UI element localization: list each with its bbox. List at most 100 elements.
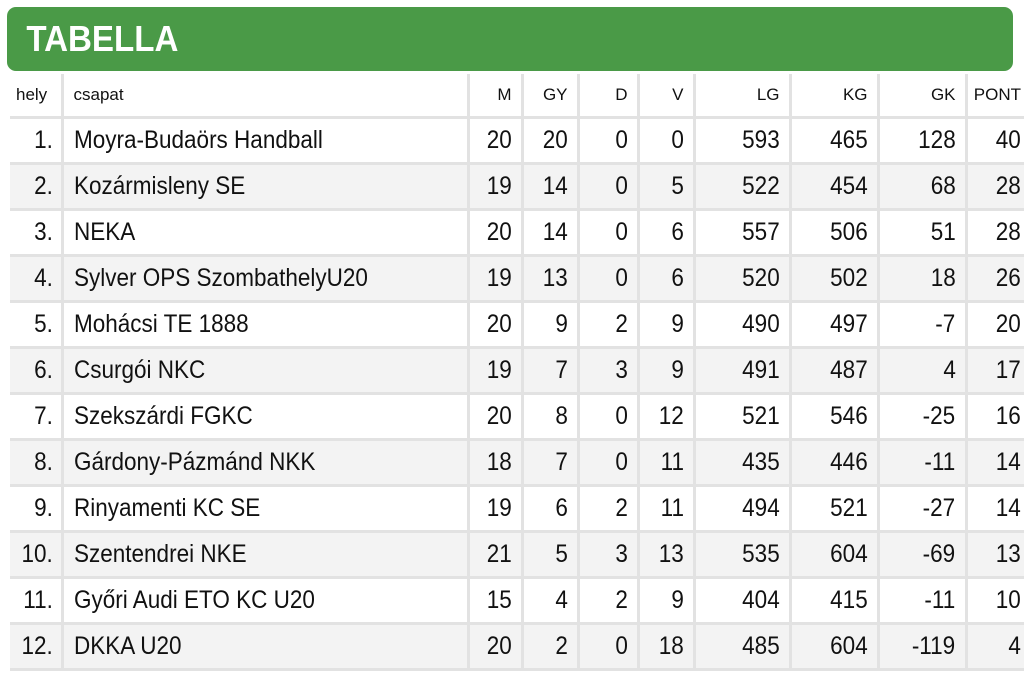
cell-goal-difference: -69 xyxy=(878,531,968,579)
losses-text: 13 xyxy=(658,540,684,568)
cell-goals-for: 535 xyxy=(694,531,792,579)
team-name-text: Győri Audi ETO KC U20 xyxy=(73,586,315,614)
matches-text: 20 xyxy=(486,126,512,154)
position-text: 6. xyxy=(33,356,53,384)
losses-text: 11 xyxy=(660,448,684,476)
cell-losses: 12 xyxy=(638,393,696,441)
draws-text: 0 xyxy=(614,448,628,476)
cell-wins: 5 xyxy=(522,531,580,579)
cell-goal-difference: 4 xyxy=(878,347,968,395)
matches-text: 21 xyxy=(486,540,512,568)
goals-for-text: 490 xyxy=(741,310,780,338)
team-name-text: Szentendrei NKE xyxy=(73,540,247,568)
cell-wins: 14 xyxy=(522,209,580,257)
cell-draws: 0 xyxy=(578,117,640,165)
cell-wins: 7 xyxy=(522,347,580,395)
table-row: 2. Kozármisleny SE 19 14 0 5 522 454 68 28 xyxy=(10,163,1024,211)
goal-difference-text: -27 xyxy=(922,494,956,522)
goals-against-text: 497 xyxy=(829,310,868,338)
cell-matches: 18 xyxy=(468,439,524,487)
goals-against-text: 446 xyxy=(829,448,868,476)
team-name-text: DKKA U20 xyxy=(73,632,182,660)
cell-position: 8. xyxy=(10,439,64,487)
cell-goals-against: 454 xyxy=(790,163,880,211)
cell-goals-for: 522 xyxy=(694,163,792,211)
cell-position: 3. xyxy=(10,209,64,257)
cell-goals-against: 487 xyxy=(790,347,880,395)
cell-goal-difference: -11 xyxy=(878,439,968,487)
losses-text: 9 xyxy=(670,586,684,614)
cell-goals-against: 465 xyxy=(790,117,880,165)
table-row: 5. Mohácsi TE 1888 20 9 2 9 490 497 -7 20 xyxy=(10,301,1024,349)
cell-goal-difference: -119 xyxy=(878,623,968,671)
header-m: M xyxy=(468,74,524,119)
draws-text: 0 xyxy=(614,126,628,154)
goal-difference-text: -119 xyxy=(912,632,956,660)
cell-goals-for: 491 xyxy=(694,347,792,395)
cell-draws: 0 xyxy=(578,439,640,487)
losses-text: 18 xyxy=(658,632,684,660)
wins-text: 8 xyxy=(554,402,568,430)
goals-for-text: 404 xyxy=(741,586,780,614)
goals-for-text: 494 xyxy=(741,494,780,522)
goals-against-text: 604 xyxy=(829,632,868,660)
goal-difference-text: 68 xyxy=(930,172,956,200)
cell-losses: 11 xyxy=(638,485,696,533)
cell-points: 20 xyxy=(966,301,1024,349)
wins-text: 7 xyxy=(554,356,568,384)
cell-team-name: Mohácsi TE 1888 xyxy=(62,301,470,349)
cell-matches: 20 xyxy=(468,301,524,349)
cell-losses: 0 xyxy=(638,117,696,165)
table-row: 9. Rinyamenti KC SE 19 6 2 11 494 521 -27 14 xyxy=(10,485,1024,533)
position-text: 12. xyxy=(21,632,53,660)
goals-for-text: 593 xyxy=(741,126,780,154)
matches-text: 15 xyxy=(486,586,512,614)
draws-text: 3 xyxy=(614,356,628,384)
table-row: 3. NEKA 20 14 0 6 557 506 51 28 xyxy=(10,209,1024,257)
goals-for-text: 535 xyxy=(741,540,780,568)
goals-against-text: 502 xyxy=(829,264,868,292)
goals-for-text: 485 xyxy=(741,632,780,660)
matches-text: 20 xyxy=(486,218,512,246)
cell-position: 10. xyxy=(10,531,64,579)
cell-points: 4 xyxy=(966,623,1024,671)
cell-position: 12. xyxy=(10,623,64,671)
team-name-text: Mohácsi TE 1888 xyxy=(73,310,249,338)
cell-position: 1. xyxy=(10,117,64,165)
cell-wins: 2 xyxy=(522,623,580,671)
cell-draws: 0 xyxy=(578,623,640,671)
cell-goals-for: 521 xyxy=(694,393,792,441)
standings-table: hely csapat M GY D V LG KG GK PONT 1. Moy… xyxy=(10,74,1024,671)
cell-goals-against: 415 xyxy=(790,577,880,625)
cell-team-name: Szentendrei NKE xyxy=(62,531,470,579)
cell-points: 13 xyxy=(966,531,1024,579)
position-text: 8. xyxy=(33,448,53,476)
wins-text: 9 xyxy=(554,310,568,338)
cell-draws: 0 xyxy=(578,163,640,211)
goal-difference-text: -25 xyxy=(922,402,956,430)
draws-text: 0 xyxy=(614,264,628,292)
goals-against-text: 521 xyxy=(829,494,868,522)
table-row: 11. Győri Audi ETO KC U20 15 4 2 9 404 415 -11 10 xyxy=(10,577,1024,625)
points-text: 10 xyxy=(995,586,1021,614)
position-text: 3. xyxy=(33,218,53,246)
wins-text: 7 xyxy=(554,448,568,476)
wins-text: 13 xyxy=(542,264,568,292)
goal-difference-text: 18 xyxy=(930,264,956,292)
position-text: 7. xyxy=(33,402,53,430)
goals-against-text: 546 xyxy=(829,402,868,430)
header-hely: hely xyxy=(10,74,64,119)
cell-position: 6. xyxy=(10,347,64,395)
cell-goals-against: 546 xyxy=(790,393,880,441)
cell-draws: 2 xyxy=(578,301,640,349)
wins-text: 2 xyxy=(554,632,568,660)
team-name-text: Sylver OPS SzombathelyU20 xyxy=(73,264,368,292)
goal-difference-text: -11 xyxy=(924,448,956,476)
points-text: 26 xyxy=(995,264,1021,292)
cell-wins: 13 xyxy=(522,255,580,303)
cell-wins: 6 xyxy=(522,485,580,533)
team-name-text: NEKA xyxy=(73,218,135,246)
cell-goals-for: 593 xyxy=(694,117,792,165)
team-name-text: Szekszárdi FGKC xyxy=(73,402,253,430)
table-title: TABELLA xyxy=(26,18,179,59)
